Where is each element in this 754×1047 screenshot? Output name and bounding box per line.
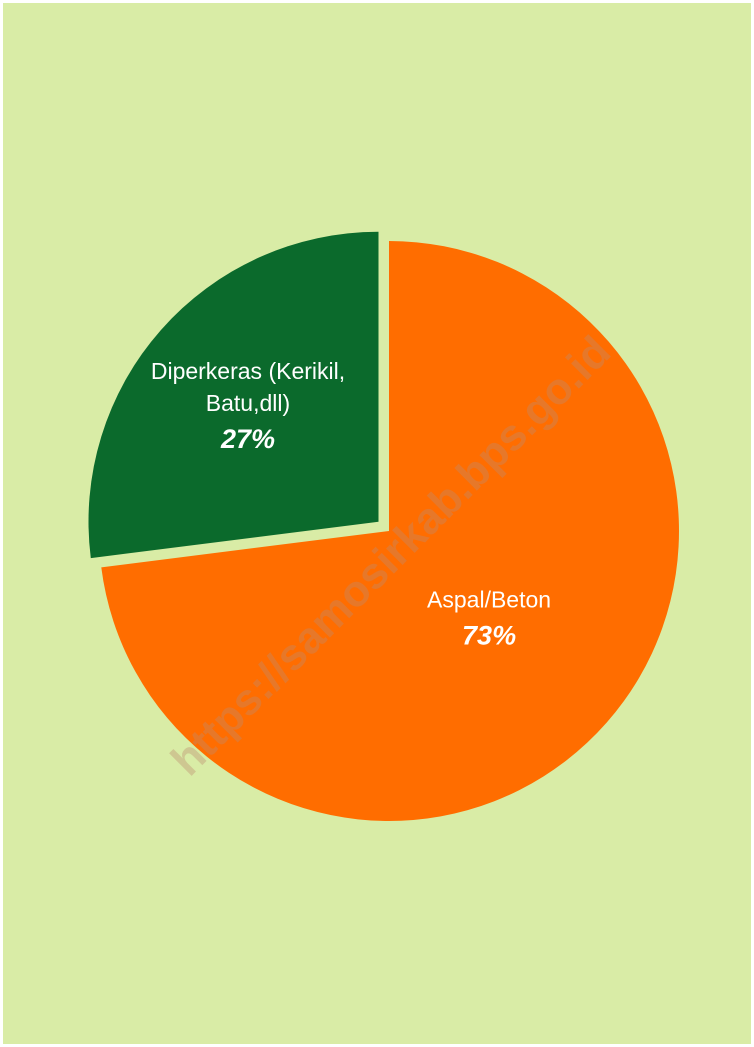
slice-label-1-line-1: Batu,dll) [206, 390, 290, 416]
pie-labels: Aspal/Beton 73% Diperkeras (Kerikil, Batu,d… [151, 358, 551, 651]
pie-chart: Aspal/Beton 73% Diperkeras (Kerikil, Batu,d… [88, 231, 679, 821]
chart-canvas: Aspal/Beton 73% Diperkeras (Kerikil, Batu,d… [3, 3, 751, 1044]
slice-label-0-line-0: Aspal/Beton [427, 586, 551, 612]
slice-percent-1: 27% [220, 424, 275, 454]
slice-percent-0: 73% [462, 620, 516, 650]
pie-slice-aspal-beton [101, 241, 679, 821]
pie-slice-diperkeras-kerikil-batu-dll [88, 231, 379, 559]
slice-label-1-line-0: Diperkeras (Kerikil, [151, 358, 345, 384]
pie-slices [88, 231, 679, 821]
